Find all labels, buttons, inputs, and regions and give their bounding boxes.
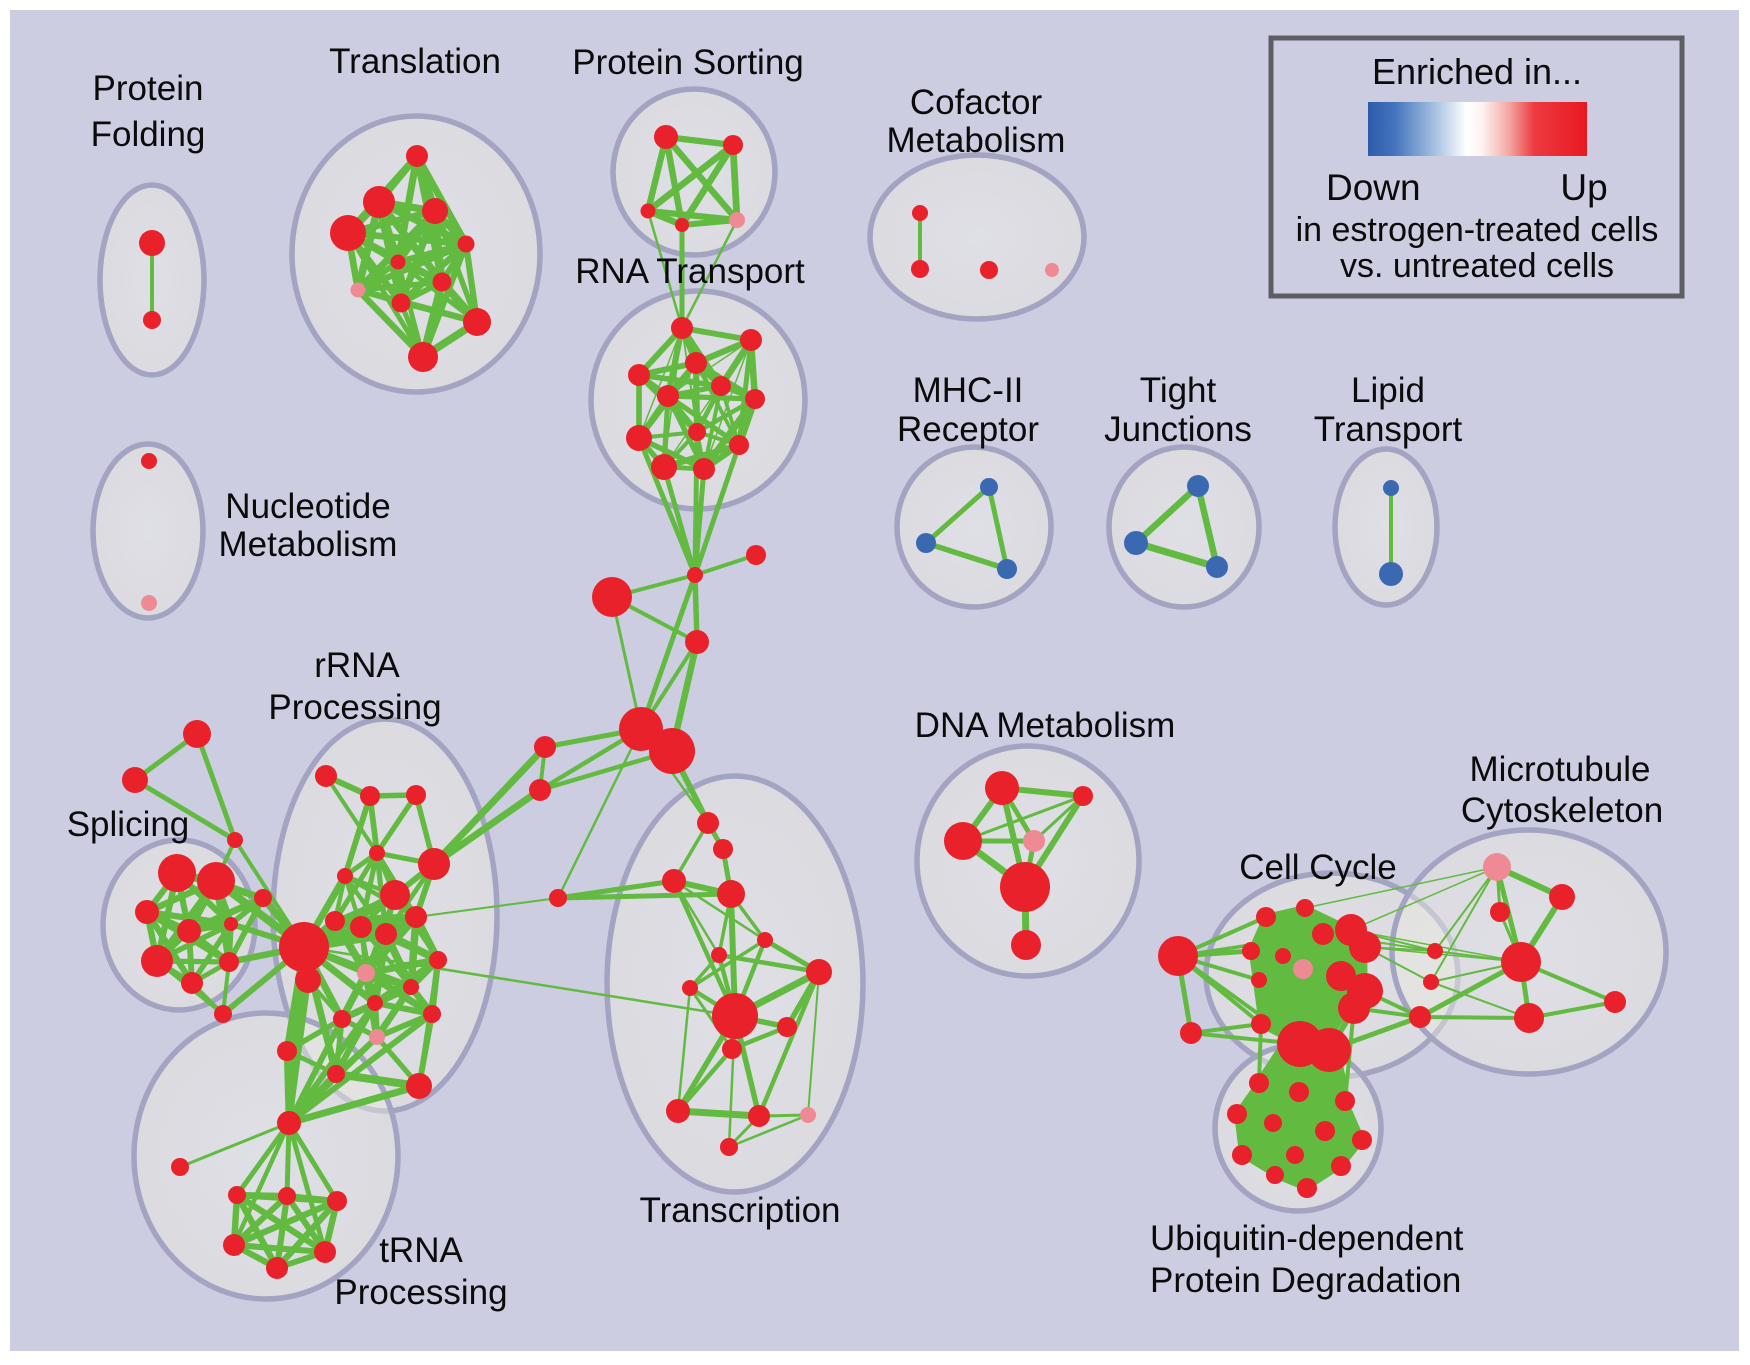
svg-text:Processing: Processing bbox=[334, 1273, 507, 1312]
svg-text:Protein Sorting: Protein Sorting bbox=[572, 43, 804, 82]
svg-text:Receptor: Receptor bbox=[897, 410, 1039, 449]
svg-text:Transcription: Transcription bbox=[640, 1191, 841, 1230]
svg-text:Cell Cycle: Cell Cycle bbox=[1239, 848, 1397, 887]
svg-text:RNA Transport: RNA Transport bbox=[575, 252, 805, 291]
svg-text:Cofactor: Cofactor bbox=[910, 83, 1043, 122]
svg-text:Cytoskeleton: Cytoskeleton bbox=[1461, 791, 1663, 830]
svg-text:Up: Up bbox=[1560, 167, 1607, 208]
svg-text:MHC-II: MHC-II bbox=[913, 371, 1024, 410]
svg-text:rRNA: rRNA bbox=[314, 646, 400, 685]
svg-text:Protein: Protein bbox=[93, 69, 204, 108]
svg-text:Translation: Translation bbox=[329, 42, 501, 81]
svg-text:Processing: Processing bbox=[268, 688, 441, 727]
svg-text:in estrogen-treated cells: in estrogen-treated cells bbox=[1296, 211, 1659, 249]
svg-text:Splicing: Splicing bbox=[67, 805, 190, 844]
svg-text:Transport: Transport bbox=[1314, 410, 1463, 449]
svg-text:Enriched in...: Enriched in... bbox=[1372, 51, 1582, 92]
svg-text:Folding: Folding bbox=[91, 115, 206, 154]
svg-text:tRNA: tRNA bbox=[379, 1231, 463, 1270]
svg-text:DNA Metabolism: DNA Metabolism bbox=[915, 706, 1176, 745]
svg-text:Ubiquitin-dependent: Ubiquitin-dependent bbox=[1150, 1219, 1464, 1258]
svg-text:Down: Down bbox=[1326, 167, 1421, 208]
svg-text:Metabolism: Metabolism bbox=[887, 121, 1066, 160]
svg-text:Tight: Tight bbox=[1140, 371, 1217, 410]
svg-text:Protein Degradation: Protein Degradation bbox=[1150, 1261, 1461, 1300]
svg-text:vs. untreated cells: vs. untreated cells bbox=[1340, 247, 1614, 285]
svg-text:Metabolism: Metabolism bbox=[219, 525, 398, 564]
svg-text:Lipid: Lipid bbox=[1351, 371, 1425, 410]
svg-text:Nucleotide: Nucleotide bbox=[225, 487, 390, 526]
svg-text:Junctions: Junctions bbox=[1104, 410, 1252, 449]
svg-text:Microtubule: Microtubule bbox=[1470, 750, 1651, 789]
